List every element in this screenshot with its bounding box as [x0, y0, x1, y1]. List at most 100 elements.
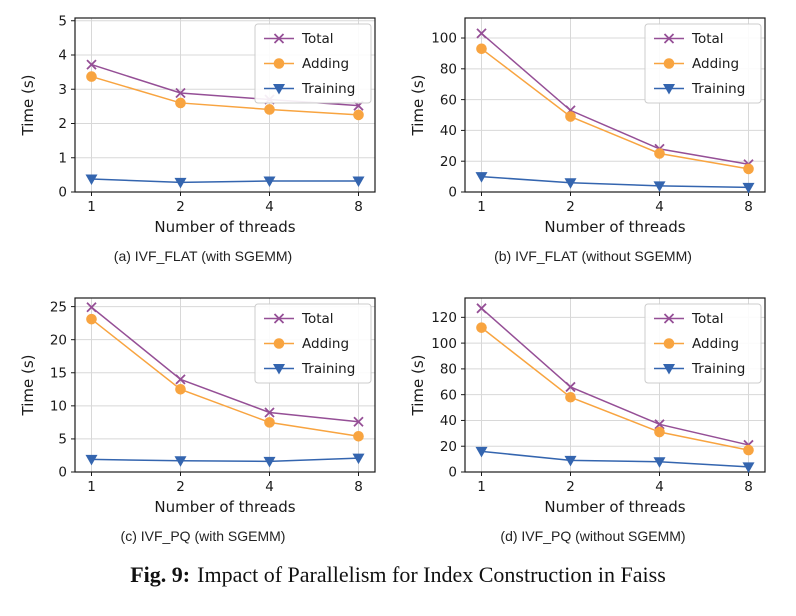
circle-marker — [175, 97, 186, 109]
triangle-down-marker — [352, 453, 365, 465]
gridlines — [75, 18, 375, 193]
subplot-c-caption: (c) IVF_PQ (with SGEMM) — [120, 528, 286, 544]
triangle-down-marker — [742, 462, 755, 473]
triangle-down-marker — [653, 457, 666, 468]
circle-marker — [743, 163, 754, 175]
axes-frame — [74, 17, 376, 193]
triangle-down-marker — [174, 456, 187, 467]
triangle-down-marker — [273, 84, 285, 95]
axes-frame — [464, 297, 766, 473]
circle-marker — [86, 313, 97, 325]
tick-marks — [71, 306, 359, 476]
chart-ivf-pq-without-sgemm: 0 20 40 60 80 100 120 1 2 4 8 Number of threads Time… — [409, 297, 766, 516]
series-training — [85, 174, 365, 189]
triangle-down-marker — [352, 176, 365, 188]
triangle-down-marker — [663, 364, 675, 375]
x-tick-label: 2 — [566, 199, 575, 215]
x-tick-label: 4 — [655, 479, 664, 495]
figure-9: 0 1 2 3 4 5 1 2 4 8 Number of threads Time (s) Total… — [0, 8, 796, 588]
y-tick-label: 1 — [58, 150, 67, 166]
tick-marks — [461, 37, 749, 196]
series-training — [475, 446, 755, 473]
legend-box — [254, 23, 372, 104]
subplot-b-caption: (b) IVF_FLAT (without SGEMM) — [494, 248, 692, 264]
triangle-down-marker — [174, 177, 187, 189]
triangle-down-marker — [564, 455, 577, 467]
y-tick-label: 0 — [448, 465, 457, 481]
x-marker — [264, 407, 275, 418]
legend-box — [644, 303, 762, 384]
legend-label: Adding — [302, 56, 349, 72]
x-tick-label: 8 — [354, 479, 363, 495]
x-marker — [565, 381, 576, 393]
y-axis-label: Time (s) — [409, 355, 427, 417]
series-training — [475, 172, 755, 194]
y-tick-label: 3 — [58, 82, 67, 98]
circle-marker — [273, 58, 285, 69]
x-tick-label: 4 — [265, 199, 274, 215]
circle-marker — [565, 111, 576, 122]
y-tick-label: 60 — [440, 387, 457, 403]
legend-box — [254, 303, 372, 384]
y-tick-label: 20 — [440, 154, 457, 170]
x-tick-label: 4 — [655, 199, 664, 215]
y-tick-label: 120 — [431, 310, 457, 326]
series-line — [91, 75, 359, 116]
subplot-b: 0 20 40 60 80 100 1 2 4 8 Number of threads Time (s… — [409, 8, 777, 264]
series-adding — [476, 322, 754, 456]
triangle-down-marker — [263, 176, 276, 188]
subplot-c: 0 5 10 15 20 25 1 2 4 8 Number of threads Time (s) T… — [19, 288, 387, 544]
x-tick-label: 1 — [477, 479, 486, 495]
y-tick-label: 60 — [440, 92, 457, 108]
y-tick-label: 0 — [58, 465, 67, 481]
tick-labels: 0 20 40 60 80 100 120 1 2 4 8 — [431, 310, 753, 495]
series-line — [481, 307, 749, 446]
x-marker — [86, 59, 97, 70]
y-tick-label: 0 — [448, 185, 457, 201]
triangle-down-marker — [85, 454, 98, 466]
axes-frame — [74, 297, 376, 473]
legend: Total Adding Training — [644, 23, 762, 104]
y-tick-label: 100 — [431, 336, 457, 352]
series-line — [91, 457, 359, 463]
y-tick-label: 0 — [58, 185, 67, 201]
triangle-down-marker — [85, 174, 98, 185]
subplot-a: 0 1 2 3 4 5 1 2 4 8 Number of threads Time (s) Total… — [19, 8, 387, 264]
x-tick-label: 2 — [176, 199, 185, 215]
y-axis-label: Time (s) — [19, 75, 37, 137]
circle-marker — [476, 43, 487, 55]
y-axis-label: Time (s) — [19, 355, 37, 417]
y-tick-label: 2 — [58, 116, 67, 132]
series-line — [481, 48, 749, 170]
legend-label: Adding — [692, 336, 739, 352]
x-tick-label: 4 — [265, 479, 274, 495]
y-tick-label: 100 — [431, 31, 457, 47]
x-tick-label: 8 — [744, 479, 753, 495]
x-marker — [175, 374, 186, 385]
legend-label: Total — [691, 311, 724, 327]
x-marker — [273, 33, 285, 44]
x-marker — [86, 302, 97, 313]
x-tick-label: 1 — [477, 199, 486, 215]
tick-labels: 0 5 10 15 20 25 1 2 4 8 — [50, 299, 363, 495]
y-tick-label: 80 — [440, 62, 457, 78]
circle-marker — [264, 104, 275, 115]
y-tick-label: 40 — [440, 413, 457, 429]
x-axis-label: Number of threads — [154, 498, 295, 516]
figure-caption: Fig. 9: Impact of Parallelism for Index C… — [0, 562, 796, 588]
y-tick-label: 80 — [440, 362, 457, 378]
series-line — [481, 32, 749, 166]
series-total — [86, 302, 364, 427]
y-tick-label: 25 — [50, 299, 67, 315]
series-line — [91, 178, 359, 184]
x-axis-label: Number of threads — [544, 498, 685, 516]
series-line — [481, 327, 749, 451]
x-marker — [663, 33, 675, 44]
series-line — [91, 318, 359, 438]
triangle-down-marker — [564, 178, 577, 189]
axes-frame — [464, 17, 766, 193]
subplot-a-caption: (a) IVF_FLAT (with SGEMM) — [113, 248, 293, 264]
triangle-down-marker — [475, 446, 488, 458]
triangle-down-marker — [663, 84, 675, 95]
legend-label: Training — [691, 81, 745, 97]
